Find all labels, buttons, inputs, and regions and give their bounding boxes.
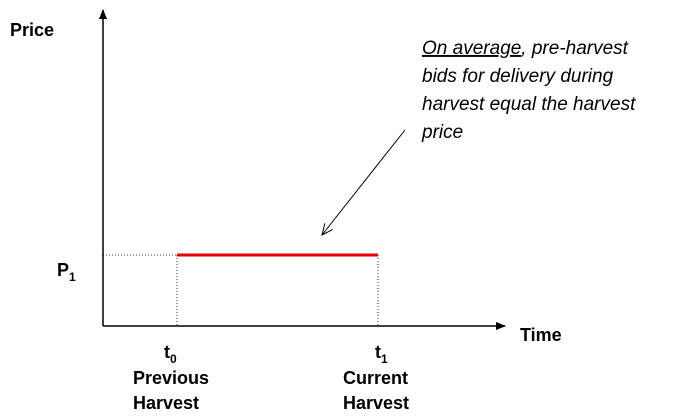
point-caption: Harvest: [343, 393, 409, 413]
label-base: t: [375, 342, 381, 362]
label-subscript: 1: [69, 270, 76, 284]
point-caption: Current: [343, 368, 408, 388]
annotation-emphasis: On average: [422, 38, 521, 59]
point-caption: Harvest: [133, 393, 199, 413]
annotation-arrow: [322, 129, 406, 235]
x-axis-label: Time: [520, 325, 562, 345]
point-caption: Previous: [133, 368, 209, 388]
label-base: t: [164, 342, 170, 362]
annotation-line: , pre-harvest: [521, 38, 628, 59]
annotation: On average, pre-harvest: [422, 38, 629, 59]
annotation-line: bids for delivery during: [422, 66, 614, 87]
point-label: t1: [375, 342, 388, 366]
label-base: P: [57, 260, 69, 280]
y-axis-label: Price: [10, 20, 54, 40]
price-level-label: P1: [57, 260, 76, 284]
label-subscript: 0: [170, 352, 177, 366]
label-subscript: 1: [381, 352, 388, 366]
annotation-line: harvest equal the harvest: [422, 94, 636, 115]
point-label: t0: [164, 342, 177, 366]
annotation-line: price: [421, 122, 463, 143]
